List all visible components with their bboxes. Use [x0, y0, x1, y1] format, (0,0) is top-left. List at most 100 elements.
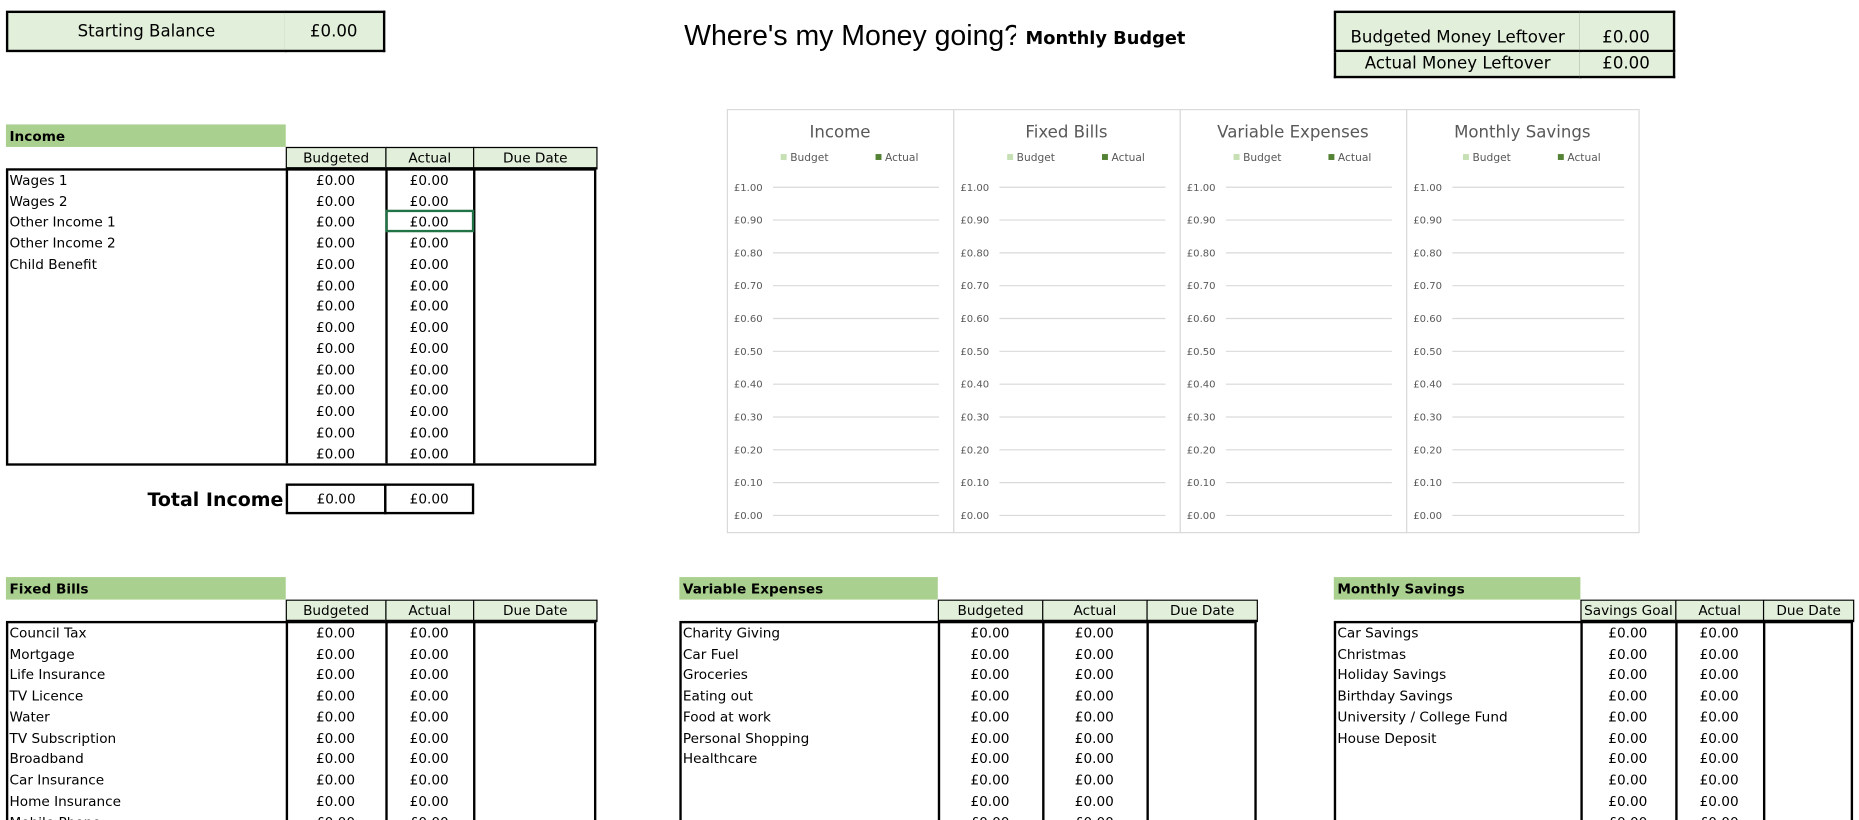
table-title: Variable Expenses [679, 577, 938, 600]
row-label: Water [9, 708, 50, 726]
y-tick-label: £0.00 [1413, 511, 1442, 522]
cell-value: £0.00 [1608, 729, 1648, 747]
cell-value: £0.00 [1074, 771, 1114, 789]
chart-panel [1406, 109, 1640, 534]
cell-value: £0.00 [938, 811, 1042, 820]
row-label: Food at work [682, 708, 771, 726]
table-body [1333, 620, 1854, 820]
cell-value: £0.00 [409, 403, 449, 420]
leftover-value: £0.00 [1579, 52, 1676, 79]
legend-swatch [1233, 154, 1240, 160]
cell-value: £0.00 [409, 297, 449, 315]
cell-value: £0.00 [1608, 708, 1648, 726]
cell-value: £0.00 [409, 192, 449, 210]
legend-label: Budget [1473, 151, 1511, 164]
page-title: Where's my Money going? [684, 20, 1017, 53]
selected-cell [385, 209, 475, 233]
y-tick-label: £0.70 [1413, 281, 1442, 292]
y-tick-label: £0.40 [960, 380, 989, 391]
leftover-label: Budgeted Money Leftover [1333, 10, 1582, 53]
row-label: Home Insurance [9, 792, 121, 810]
cell-value: £0.00 [315, 234, 356, 252]
row-label: Other Income 2 [9, 234, 116, 252]
y-tick-label: £0.30 [960, 413, 989, 424]
legend-label: Budget [790, 151, 828, 164]
cell-value: £0.00 [409, 666, 449, 683]
cell-value: £0.00 [1608, 645, 1648, 662]
cell-value: £0.00 [1042, 811, 1146, 820]
y-tick-label: £0.60 [1413, 314, 1442, 325]
legend-label: Actual [1111, 151, 1144, 164]
starting-balance: £0.00 [284, 10, 386, 53]
table-title: Monthly Savings [1333, 577, 1581, 600]
y-tick-label: £1.00 [734, 183, 763, 194]
cell-value: £0.00 [315, 771, 356, 789]
row-label: TV Subscription [9, 729, 117, 747]
cell-value: £0.00 [1699, 624, 1739, 641]
cell-value: £0.00 [409, 255, 449, 273]
cell-value: £0.00 [409, 624, 449, 641]
cell-value: £0.00 [1074, 708, 1114, 726]
chart-panel [726, 109, 955, 534]
cell-value: £0.00 [315, 687, 356, 705]
y-tick-label: £0.00 [960, 511, 989, 522]
y-tick-label: £0.20 [1413, 445, 1442, 456]
legend-label: Budget [1243, 151, 1281, 164]
cell-value: £0.00 [1074, 645, 1114, 662]
row-label: Broadband [9, 750, 84, 768]
column-header: Due Date [1146, 599, 1258, 623]
row-label: Wages 1 [9, 171, 68, 189]
cell-value: £0.00 [1580, 811, 1675, 820]
legend-label: Actual [1338, 151, 1371, 164]
cell-value: £0.00 [409, 424, 449, 441]
cell-value: £0.00 [315, 382, 356, 399]
chart-panel [953, 109, 1181, 534]
y-tick-label: £0.20 [734, 445, 763, 456]
legend-label: Actual [1567, 151, 1600, 164]
cell-value: £0.00 [409, 771, 449, 789]
cell-value: £0.00 [409, 360, 449, 378]
legend-swatch [1007, 154, 1014, 160]
column-header: Budgeted [285, 146, 387, 170]
column-header: Actual [385, 599, 475, 623]
y-tick-label: £0.90 [734, 216, 763, 227]
cell-value: £0.00 [1699, 750, 1739, 768]
row-label: Car Fuel [682, 645, 739, 662]
y-tick-label: £0.60 [734, 314, 763, 325]
y-tick-label: £0.70 [960, 281, 989, 292]
cell-value: £0.00 [970, 645, 1010, 662]
y-tick-label: £1.00 [960, 183, 989, 194]
cell-value: £0.00 [1699, 645, 1739, 662]
row-label: University / College Fund [1337, 708, 1508, 726]
y-tick-label: £0.00 [734, 511, 763, 522]
row-label: Mortgage [9, 645, 75, 662]
cell-value: £0.00 [1608, 624, 1648, 641]
legend-label: Budget [1017, 151, 1055, 164]
column-line [385, 168, 388, 463]
y-tick-label: £0.40 [734, 380, 763, 391]
cell-value: £0.00 [315, 624, 356, 641]
y-tick-label: £0.90 [960, 216, 989, 227]
column-line [285, 168, 289, 463]
cell-value: £0.00 [315, 750, 356, 768]
y-tick-label: £1.00 [1413, 183, 1442, 194]
column-line [1675, 620, 1678, 820]
table-title: Income [5, 124, 286, 147]
total-label: Total Income [147, 487, 284, 511]
cell-value: £0.00 [409, 708, 449, 726]
y-tick-label: £0.30 [734, 413, 763, 424]
row-label: Personal Shopping [682, 729, 810, 747]
row-label: Christmas [1337, 645, 1407, 662]
cell-value: £0.00 [409, 687, 449, 705]
y-tick-label: £0.20 [960, 445, 989, 456]
cell-value: £0.00 [970, 771, 1010, 789]
cell-value: £0.00 [409, 645, 449, 662]
cell-value: £0.00 [1699, 666, 1739, 683]
y-tick-label: £0.10 [1187, 478, 1216, 489]
y-tick-label: £0.10 [734, 478, 763, 489]
total-value: £0.00 [384, 483, 475, 515]
cell-value: £0.00 [970, 750, 1010, 768]
y-tick-label: £0.50 [1413, 347, 1442, 358]
cell-value: £0.00 [1074, 792, 1114, 810]
chart-title: Variable Expenses [1217, 122, 1368, 141]
